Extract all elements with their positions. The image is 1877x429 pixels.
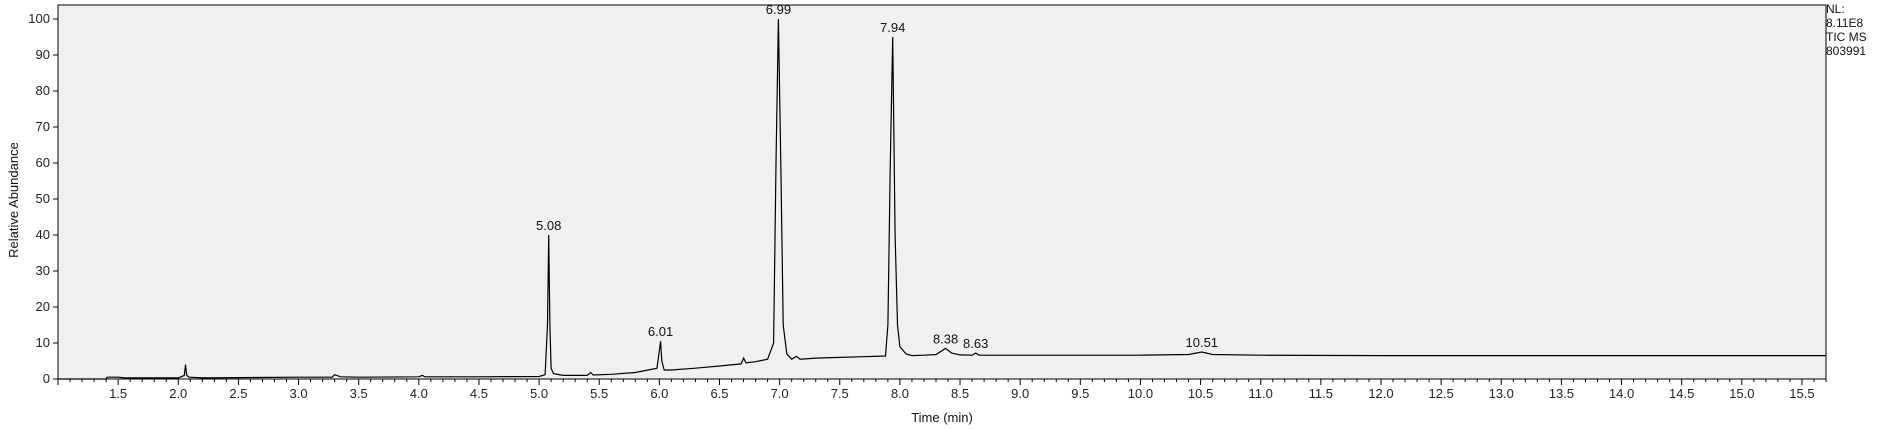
x-tick-label: 15.5	[1789, 386, 1814, 401]
y-tick-label: 60	[36, 155, 50, 170]
x-tick-label: 4.5	[470, 386, 488, 401]
x-tick-label: 4.0	[410, 386, 428, 401]
x-tick-label: 2.0	[169, 386, 187, 401]
plot-area	[57, 4, 1827, 380]
x-tick-label: 8.0	[891, 386, 909, 401]
x-tick-label: 12.0	[1368, 386, 1393, 401]
y-tick-label: 0	[43, 371, 50, 386]
x-tick-label: 13.5	[1549, 386, 1574, 401]
x-tick-label: 1.5	[109, 386, 127, 401]
peak-label: 6.01	[648, 324, 673, 339]
peak-label: 10.51	[1186, 335, 1219, 350]
y-tick-label: 10	[36, 335, 50, 350]
y-tick-label: 100	[28, 11, 50, 26]
peak-label: 8.38	[933, 331, 958, 346]
y-tick-label: 50	[36, 191, 50, 206]
x-tick-label: 15.0	[1729, 386, 1754, 401]
x-tick-label: 5.0	[530, 386, 548, 401]
x-tick-label: 11.0	[1249, 386, 1273, 401]
nl-label: NL:	[1826, 2, 1845, 16]
x-tick-label: 13.0	[1489, 386, 1514, 401]
y-axis-ticks: 0 10 20 30 40 50 60 70 80 90 100	[28, 11, 58, 386]
tic-trace-line	[58, 18, 1826, 380]
y-tick-label: 80	[36, 83, 50, 98]
x-axis-title: Time (min)	[911, 410, 973, 425]
y-tick-label: 70	[36, 119, 50, 134]
x-tick-label: 6.0	[650, 386, 668, 401]
x-tick-label: 6.5	[710, 386, 728, 401]
x-tick-label: 14.5	[1669, 386, 1694, 401]
x-tick-label: 11.5	[1309, 386, 1333, 401]
x-tick-label: 9.0	[1011, 386, 1029, 401]
peak-label: 7.94	[880, 20, 905, 35]
x-tick-label: 7.0	[771, 386, 789, 401]
x-tick-label: 7.5	[831, 386, 849, 401]
x-tick-label: 10.0	[1128, 386, 1153, 401]
x-tick-label: 2.5	[229, 386, 247, 401]
peak-label: 8.63	[963, 336, 988, 351]
y-tick-label: 30	[36, 263, 50, 278]
trace-type: TIC MS	[1826, 30, 1867, 44]
nl-value: 8.11E8	[1826, 16, 1864, 30]
peak-labels: 5.08 6.01 6.99 7.94 8.38 8.63 10.51	[536, 2, 1218, 351]
x-tick-label: 3.5	[350, 386, 368, 401]
peak-label: 5.08	[536, 218, 561, 233]
sample-id: 803991	[1826, 44, 1867, 58]
y-axis-title: Relative Abundance	[6, 142, 21, 258]
x-tick-label: 10.5	[1188, 386, 1213, 401]
x-axis-ticks: 1.5 2.0 2.5 3.0 3.5 4.0 4.5 5.0 5.5 6.0 6.5 7.0 7.5 8…	[57, 379, 1827, 401]
y-tick-label: 20	[36, 299, 50, 314]
y-tick-label: 40	[36, 227, 50, 242]
x-tick-label: 14.0	[1609, 386, 1634, 401]
x-tick-label: 9.5	[1071, 386, 1089, 401]
x-tick-label: 8.5	[951, 386, 969, 401]
side-info-panel: NL: 8.11E8 TIC MS 803991	[1826, 2, 1876, 58]
peak-label: 6.99	[766, 2, 791, 17]
x-tick-label: 5.5	[590, 386, 608, 401]
x-tick-label: 3.0	[290, 386, 308, 401]
y-tick-label: 90	[36, 47, 50, 62]
x-tick-label: 12.5	[1428, 386, 1453, 401]
